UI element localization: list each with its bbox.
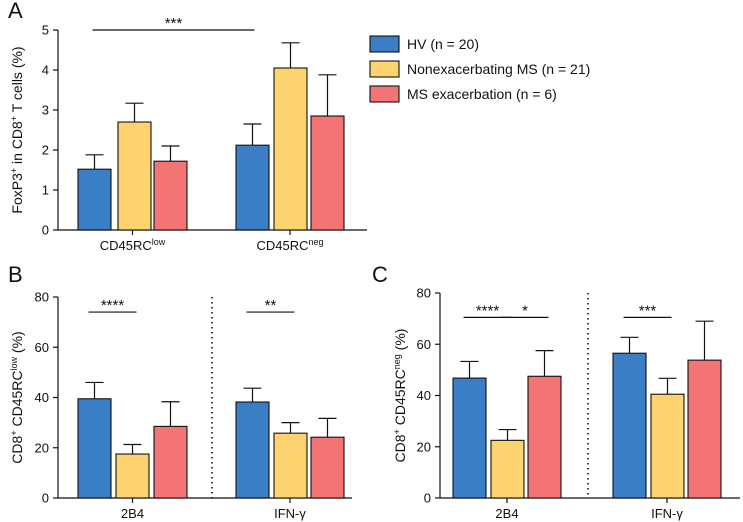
y-label-part: CD8 bbox=[392, 434, 408, 462]
panel-a-bar bbox=[77, 168, 112, 231]
panel-b-bar bbox=[235, 401, 270, 499]
category-label-part: 2B4 bbox=[495, 506, 518, 521]
panel-c-category-label: 2B4 bbox=[495, 506, 518, 521]
panel-a-y-tick-label: 0 bbox=[42, 223, 49, 238]
panel-a-bar bbox=[310, 115, 345, 231]
legend-label: MS exacerbation (n = 6) bbox=[407, 86, 557, 102]
y-label-superscript: low bbox=[9, 356, 19, 370]
panel-c-y-tick-label: 20 bbox=[417, 439, 431, 454]
panel-c-significance-label: * bbox=[522, 302, 528, 319]
panel-a-y-tick-label: 3 bbox=[42, 103, 49, 118]
y-label-part: CD45RC bbox=[9, 371, 25, 431]
panel-c-bar bbox=[650, 393, 685, 499]
panel-c-bar bbox=[687, 359, 722, 499]
category-label-part: CD45RC bbox=[256, 238, 308, 253]
panel-a-y-tick-label: 2 bbox=[42, 143, 49, 158]
y-label-part: T cells (%) bbox=[9, 46, 25, 116]
panel-c-y-tick-label: 0 bbox=[424, 491, 431, 506]
panel-a-y-tick-label: 4 bbox=[42, 63, 49, 78]
panel-a-bar bbox=[273, 67, 308, 231]
y-label-part: in CD8 bbox=[9, 121, 25, 168]
panel-b-bar bbox=[77, 398, 112, 499]
y-label-part: CD8 bbox=[9, 435, 25, 463]
panel-c-y-tick-label: 40 bbox=[417, 388, 431, 403]
panel-a-bar bbox=[117, 121, 152, 231]
panel-c-significance-label: **** bbox=[476, 302, 500, 319]
panel-b-y-tick-label: 80 bbox=[35, 290, 49, 305]
panel-b-letter: B bbox=[8, 262, 23, 287]
y-label-part: (%) bbox=[392, 329, 408, 355]
panel-c-category-label: IFN-γ bbox=[651, 506, 683, 521]
panel-c-y-axis-label: CD8+ CD45RCneg (%) bbox=[392, 329, 408, 463]
category-label-part: IFN-γ bbox=[651, 506, 683, 521]
panel-b-bar bbox=[273, 432, 308, 499]
category-label-superscript: low bbox=[152, 237, 166, 247]
panel-c-y-tick-label: 80 bbox=[417, 286, 431, 301]
panel-b-significance-label: ** bbox=[265, 297, 277, 314]
category-label-superscript: neg bbox=[308, 237, 323, 247]
y-label-part: (%) bbox=[9, 331, 25, 357]
panel-b-category-label: 2B4 bbox=[121, 506, 144, 521]
panel-b-category-label: IFN-γ bbox=[274, 506, 306, 521]
panel-a-y-tick-label: 5 bbox=[42, 23, 49, 38]
panel-c-bar bbox=[452, 377, 487, 499]
panel-b-significance-label: **** bbox=[101, 297, 125, 314]
y-label-superscript: + bbox=[392, 429, 402, 434]
panel-a-category-label: CD45RClow bbox=[100, 237, 166, 253]
panel-a-letter: A bbox=[8, 0, 23, 23]
y-label-superscript: + bbox=[9, 116, 19, 121]
panel-a-bar bbox=[153, 160, 188, 231]
legend-label: HV (n = 20) bbox=[407, 36, 479, 52]
panel-b-bar bbox=[310, 436, 345, 499]
category-label-part: CD45RC bbox=[100, 238, 152, 253]
panel-a-y-tick-label: 1 bbox=[42, 183, 49, 198]
y-label-part: CD45RC bbox=[392, 369, 408, 429]
legend-swatch bbox=[369, 35, 400, 53]
category-label-part: IFN-γ bbox=[274, 506, 306, 521]
category-label-part: 2B4 bbox=[121, 506, 144, 521]
panel-b-y-tick-label: 40 bbox=[35, 390, 49, 405]
legend-swatch bbox=[369, 85, 400, 103]
panel-a-category-label: CD45RCneg bbox=[256, 237, 323, 253]
legend-label: Nonexacerbating MS (n = 21) bbox=[407, 61, 590, 77]
panel-a-bar bbox=[235, 144, 270, 231]
panel-b-y-tick-label: 60 bbox=[35, 340, 49, 355]
panel-c-bar bbox=[527, 375, 562, 499]
legend-swatch bbox=[369, 60, 400, 78]
panel-a-y-axis-label: FoxP3+ in CD8+ T cells (%) bbox=[9, 46, 25, 213]
panel-c-bar bbox=[490, 439, 525, 499]
panel-c-y-tick-label: 60 bbox=[417, 337, 431, 352]
y-label-superscript: + bbox=[9, 430, 19, 435]
panel-b-y-tick-label: 0 bbox=[42, 491, 49, 506]
y-label-superscript: neg bbox=[392, 354, 402, 369]
y-label-part: FoxP3 bbox=[9, 173, 25, 214]
panel-c-letter: C bbox=[372, 262, 388, 287]
panel-b-bar bbox=[115, 453, 150, 499]
panel-c-bar bbox=[612, 352, 647, 499]
panel-a-significance-label: *** bbox=[165, 15, 183, 32]
panel-c-significance-label: *** bbox=[639, 302, 657, 319]
legend: HV (n = 20) Nonexacerbating MS (n = 21) MS… bbox=[369, 35, 590, 103]
panel-b-bar bbox=[153, 425, 188, 499]
panel-b-y-tick-label: 20 bbox=[35, 440, 49, 455]
y-label-superscript: + bbox=[9, 168, 19, 173]
panel-b-y-axis-label: CD8+ CD45RClow (%) bbox=[9, 331, 25, 463]
